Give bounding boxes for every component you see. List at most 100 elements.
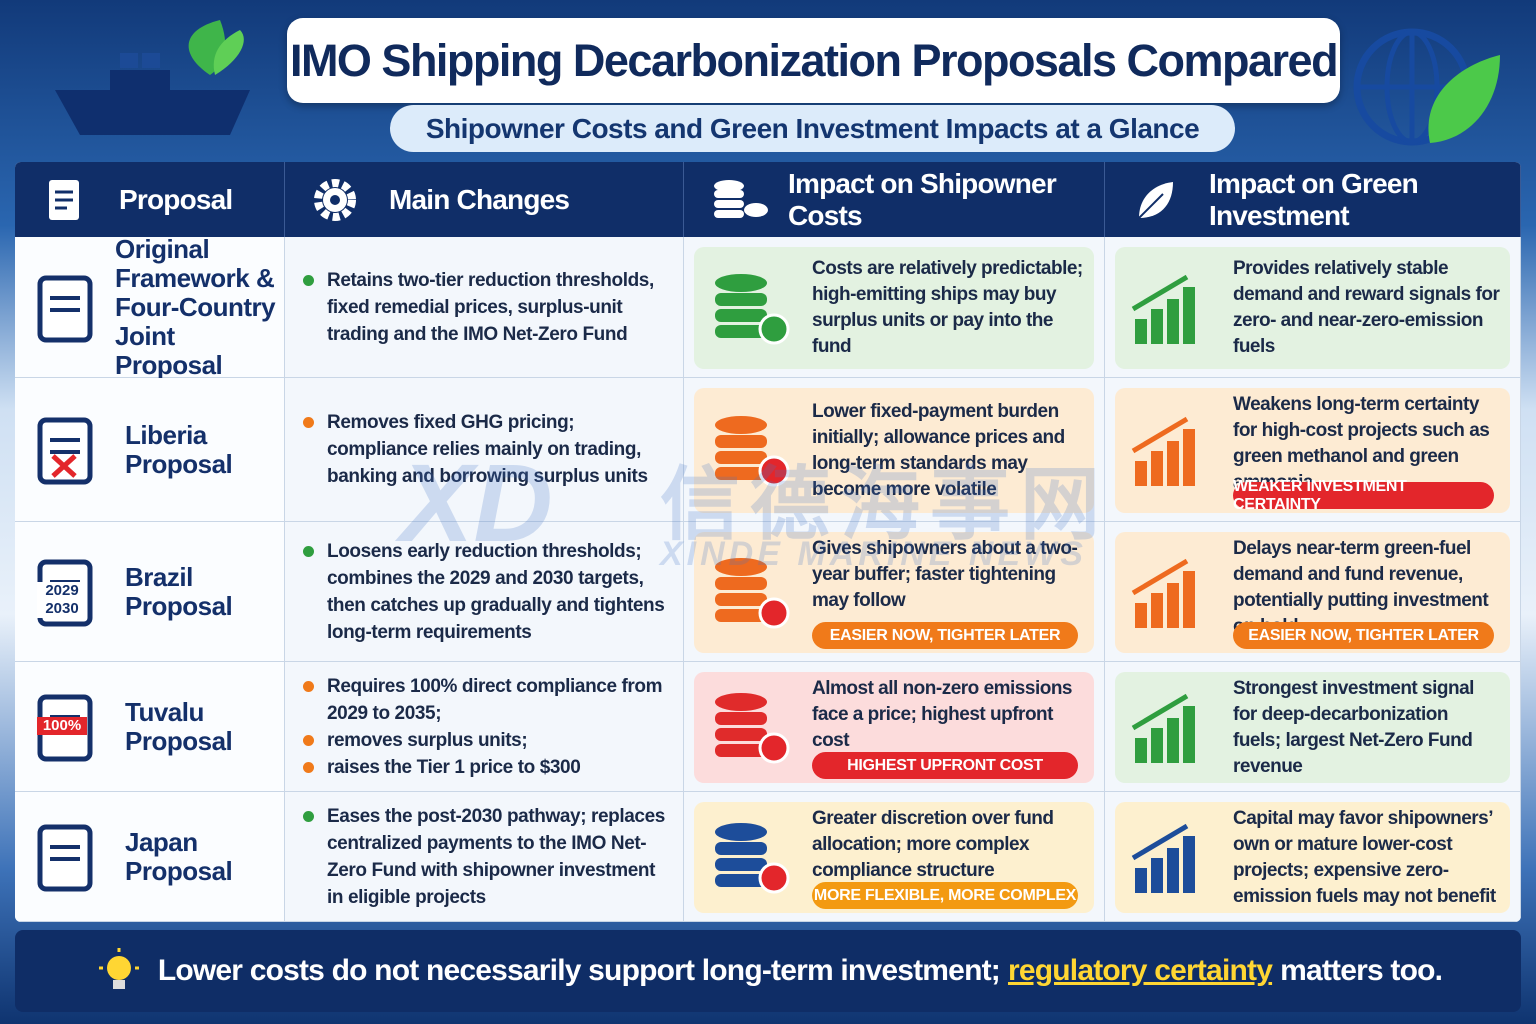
proposal-icon-svg <box>37 417 93 485</box>
green-text: Provides relatively stable demand and re… <box>1233 258 1500 357</box>
cost-box: Almost all non-zero emissions face a pri… <box>694 672 1094 783</box>
header-icon <box>714 179 768 218</box>
green-text: Delays near-term green-fuel demand and f… <box>1233 538 1489 637</box>
icon-label: 100% <box>42 717 82 734</box>
proposal-icon-svg <box>37 824 93 892</box>
cost-icon <box>706 688 801 778</box>
green-cell: Strongest investment signal for deep-dec… <box>1105 662 1521 792</box>
green-box: Delays near-term green-fuel demand and f… <box>1115 532 1510 653</box>
cost-text: Gives shipowners about a two-year buffer… <box>812 538 1078 611</box>
proposal-cell: Liberia Proposal <box>15 378 285 522</box>
change-bullet: Eases the post-2030 pathway; replaces ce… <box>299 803 669 911</box>
cost-badge: MORE FLEXIBLE, MORE COMPLEX <box>812 882 1078 909</box>
proposal-icon <box>35 270 105 355</box>
proposal-name: Japan Proposal <box>125 826 233 886</box>
green-badge: EASIER NOW, TIGHTER LATER <box>1233 622 1494 649</box>
ship-icon <box>55 20 250 135</box>
cost-cell: Greater discretion over fund allocation;… <box>684 792 1105 922</box>
cost-icon <box>706 553 801 643</box>
footer: Lower costs do not necessarily support l… <box>15 930 1521 1012</box>
column-header-text: Impact on Green Investment <box>1209 167 1419 231</box>
cost-text: Greater discretion over fund allocation;… <box>812 808 1054 881</box>
cost-icon-svg <box>715 823 790 894</box>
column-header: Impact on Shipowner Costs <box>684 162 1105 237</box>
change-bullet: Requires 100% direct compliance from 202… <box>299 673 669 727</box>
cost-box: Greater discretion over fund allocation;… <box>694 802 1094 913</box>
footer-highlight: regulatory certainty <box>1007 954 1273 987</box>
proposal-name: Original Framework & Four-Country Joint … <box>115 233 276 380</box>
cost-text: Lower fixed-payment burden initially; al… <box>812 400 1065 500</box>
cost-cell: Costs are relatively predictable; high-e… <box>684 237 1105 378</box>
cost-cell: Lower fixed-payment burden initially; al… <box>684 378 1105 522</box>
green-box: Capital may favor shipowners’ own or mat… <box>1115 802 1510 913</box>
proposal-cell: Japan Proposal <box>15 792 285 922</box>
green-box: Strongest investment signal for deep-dec… <box>1115 672 1510 783</box>
cost-icon-svg <box>715 693 790 764</box>
proposal-icon-svg <box>37 275 93 342</box>
column-header-text: Proposal <box>119 183 233 215</box>
column-header-text: Main Changes <box>389 183 570 215</box>
green-icon <box>1127 553 1222 643</box>
title: IMO Shipping Decarbonization Proposals C… <box>287 18 1340 103</box>
proposal-icon-text: 100% <box>37 717 87 735</box>
proposal-icon-text: 2029 2030 <box>37 582 87 618</box>
subtitle: Shipowner Costs and Green Investment Imp… <box>390 105 1235 152</box>
green-icon-svg <box>1131 558 1195 628</box>
change-bullet: Retains two-tier reduction thresholds, f… <box>299 267 669 348</box>
cost-cell: Almost all non-zero emissions face a pri… <box>684 662 1105 792</box>
proposal-name: Brazil Proposal <box>125 561 233 621</box>
column-header: Proposal <box>15 162 285 237</box>
header-icon <box>314 178 356 221</box>
column-header: Main Changes <box>285 162 684 237</box>
change-bullet: Loosens early reduction thresholds; comb… <box>299 538 669 646</box>
cost-box: Costs are relatively predictable; high-e… <box>694 247 1094 369</box>
globe-icon <box>1353 28 1500 146</box>
proposal-cell: 100% Tuvalu Proposal <box>15 662 285 792</box>
changes-cell: Retains two-tier reduction thresholds, f… <box>285 237 684 378</box>
green-icon <box>1127 269 1222 359</box>
changes-cell: Eases the post-2030 pathway; replaces ce… <box>285 792 684 922</box>
footer-text: Lower costs do not necessarily support l… <box>157 954 1001 987</box>
green-cell: Provides relatively stable demand and re… <box>1105 237 1521 378</box>
cost-icon-svg <box>715 273 790 344</box>
green-icon <box>1127 818 1222 908</box>
proposal-name: Liberia Proposal <box>125 419 233 479</box>
comparison-table: Proposal Main Changes Impact on Shipowner … <box>15 162 1521 922</box>
cost-badge: EASIER NOW, TIGHTER LATER <box>812 622 1078 649</box>
cost-cell: Gives shipowners about a two-year buffer… <box>684 522 1105 662</box>
proposal-icon <box>35 819 105 904</box>
green-icon <box>1127 411 1222 501</box>
green-box: Provides relatively stable demand and re… <box>1115 247 1510 369</box>
bulb-icon <box>98 948 139 989</box>
cost-text: Almost all non-zero emissions face a pri… <box>812 678 1073 751</box>
icon-label: 2030 <box>45 600 79 617</box>
footer-text: matters too. <box>1280 954 1443 987</box>
green-cell: Delays near-term green-fuel demand and f… <box>1105 522 1521 662</box>
green-text: Weakens long-term certainty for high-cos… <box>1233 394 1490 493</box>
green-badge: WEAKER INVESTMENT CERTAINTY <box>1233 478 1494 513</box>
cost-icon <box>706 411 801 501</box>
header-icon <box>49 179 79 220</box>
green-icon-svg <box>1131 693 1195 763</box>
header-icon <box>1138 181 1173 219</box>
column-header: Impact on Green Investment <box>1105 162 1521 237</box>
proposal-cell: 2029 2030 Brazil Proposal <box>15 522 285 662</box>
green-box: Weakens long-term certainty for high-cos… <box>1115 388 1510 513</box>
cost-icon-svg <box>715 416 790 487</box>
cost-box: Lower fixed-payment burden initially; al… <box>694 388 1094 513</box>
cost-icon <box>706 818 801 908</box>
green-icon-svg <box>1131 416 1195 486</box>
green-icon <box>1127 688 1222 778</box>
green-icon-svg <box>1131 274 1195 344</box>
changes-cell: Loosens early reduction thresholds; comb… <box>285 522 684 662</box>
change-bullet: removes surplus units; <box>299 727 669 754</box>
green-text: Strongest investment signal for deep-dec… <box>1233 677 1474 777</box>
green-text: Capital may favor shipowners’ own or mat… <box>1233 807 1496 907</box>
green-cell: Weakens long-term certainty for high-cos… <box>1105 378 1521 522</box>
cost-text: Costs are relatively predictable; high-e… <box>812 258 1083 357</box>
change-bullet: Removes fixed GHG pricing; compliance re… <box>299 409 669 490</box>
green-icon-svg <box>1131 823 1195 893</box>
icon-label: 2029 <box>45 582 79 599</box>
column-header-text: Impact on Shipowner Costs <box>788 167 1057 231</box>
